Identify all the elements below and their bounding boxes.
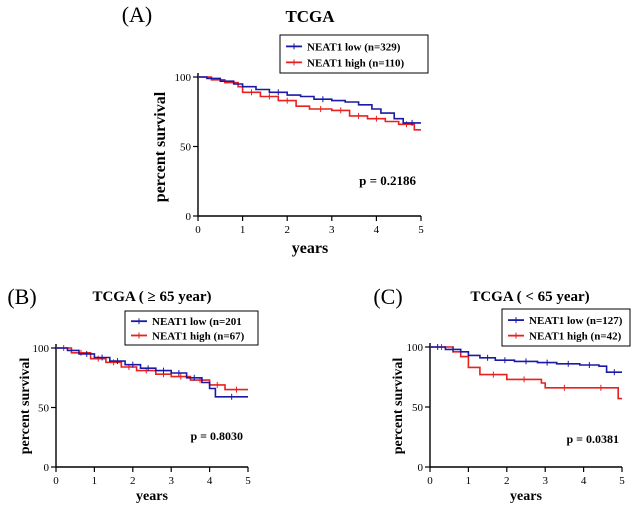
- survival-curve-low: [430, 346, 622, 373]
- legend: NEAT1 low (n=329) NEAT1 high (n=110): [279, 34, 429, 74]
- y-axis-label: percent survival: [152, 91, 169, 202]
- panel-label: (A): [122, 2, 153, 27]
- legend-label: NEAT1 high (n=110): [307, 57, 404, 69]
- survival-curve-high: [198, 76, 421, 131]
- x-tick-label: 3: [329, 224, 335, 236]
- chart-title: TCGA ( < 65 year): [470, 289, 589, 305]
- x-tick-label: 3: [542, 475, 548, 487]
- x-axis-label: years: [136, 489, 168, 504]
- x-tick-label: 1: [92, 475, 98, 487]
- legend: NEAT1 low (n=127) NEAT1 high (n=42): [501, 308, 631, 347]
- y-tick-label: 50: [412, 402, 424, 414]
- legend-box: [279, 34, 429, 74]
- x-tick-label: 5: [418, 224, 424, 236]
- x-axis-label: years: [292, 240, 328, 257]
- survival-curve-low: [56, 347, 248, 398]
- legend-box: [124, 310, 259, 346]
- chart-title: TCGA ( ≥ 65 year): [92, 289, 211, 305]
- chart-title: TCGA: [285, 7, 335, 26]
- legend: NEAT1 low (n=201 NEAT1 high (n=67): [124, 310, 259, 346]
- p-value: p = 0.8030: [190, 429, 243, 443]
- panel-c: (C) TCGA ( < 65 year) 0 50 100 0 1 2 3 4 5 percent …: [373, 284, 631, 504]
- y-tick-label: 100: [175, 72, 192, 84]
- x-axis-label: years: [510, 489, 542, 504]
- y-tick-label: 50: [180, 142, 192, 154]
- panel-a: (A) TCGA 0 50 100 0 1 2 3 4 5 percent survival years…: [122, 2, 429, 257]
- x-tick-label: 4: [207, 475, 213, 487]
- legend-label: NEAT1 low (n=329): [307, 41, 401, 53]
- x-tick-label: 1: [240, 224, 246, 236]
- y-tick-label: 0: [418, 462, 424, 474]
- y-axis-label: percent survival: [18, 358, 33, 455]
- x-tick-label: 2: [130, 475, 136, 487]
- panel-label: (C): [373, 284, 402, 309]
- y-tick-label: 0: [186, 211, 192, 223]
- x-tick-label: 0: [195, 224, 201, 236]
- x-tick-label: 2: [504, 475, 510, 487]
- x-tick-label: 2: [284, 224, 290, 236]
- p-value: p = 0.2186: [359, 173, 416, 188]
- x-tick-label: 0: [427, 475, 433, 487]
- y-tick-label: 100: [407, 342, 424, 354]
- x-tick-label: 1: [466, 475, 472, 487]
- x-tick-label: 5: [245, 475, 251, 487]
- legend-label: NEAT1 low (n=201: [152, 316, 242, 328]
- survival-curve-high: [430, 346, 622, 400]
- y-tick-label: 100: [33, 343, 50, 355]
- x-tick-label: 5: [619, 475, 625, 487]
- legend-box: [501, 308, 631, 347]
- x-tick-label: 4: [581, 475, 587, 487]
- survival-curve-low: [198, 76, 421, 124]
- legend-label: NEAT1 low (n=127): [529, 315, 623, 327]
- y-tick-label: 50: [38, 403, 50, 415]
- legend-label: NEAT1 high (n=67): [152, 330, 245, 342]
- panel-b: (B) TCGA ( ≥ 65 year) 0 50 100 0 1 2 3 4 5 percent …: [7, 284, 259, 504]
- x-tick-label: 3: [168, 475, 174, 487]
- y-axis-label: percent survival: [391, 358, 406, 455]
- x-tick-label: 4: [374, 224, 380, 236]
- legend-label: NEAT1 high (n=42): [529, 331, 622, 343]
- x-tick-label: 0: [53, 475, 59, 487]
- y-tick-label: 0: [44, 462, 50, 474]
- p-value: p = 0.0381: [566, 432, 619, 446]
- panel-label: (B): [7, 284, 36, 309]
